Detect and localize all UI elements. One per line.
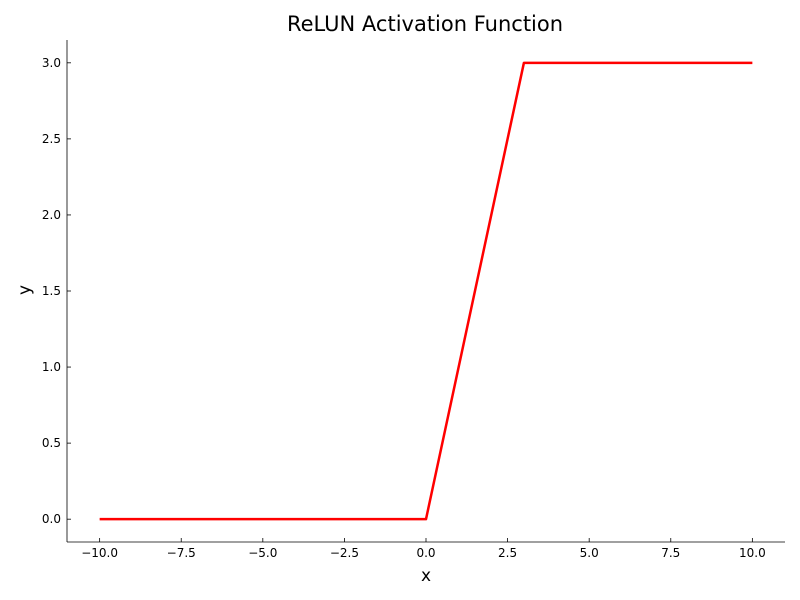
plot-area	[99, 61, 753, 521]
y-tick-label: 1.0	[42, 360, 61, 374]
x-tick-label: −2.5	[330, 546, 359, 560]
x-tick-label: 2.5	[498, 546, 517, 560]
y-axis-label: y	[15, 285, 35, 295]
x-axis-label: x	[421, 566, 431, 586]
series-line	[99, 61, 753, 521]
y-tick-label: 2.5	[42, 132, 61, 146]
x-tick-label: 5.0	[580, 546, 599, 560]
chart-title: ReLUN Activation Function	[287, 12, 563, 36]
x-tick-label: −5.0	[248, 546, 277, 560]
x-tick-label: 10.0	[739, 546, 766, 560]
x-axis-ticks: −10.0 −7.5 −5.0 −2.5 0.0 2.5 5.0 7.5 10.0	[81, 538, 766, 560]
y-tick-label: 1.5	[42, 284, 61, 298]
x-tick-label: 0.0	[416, 546, 435, 560]
y-axis-ticks: 0.0 0.5 1.0 1.5 2.0 2.5 3.0	[42, 56, 71, 526]
x-tick-label: −10.0	[81, 546, 118, 560]
y-tick-label: 0.0	[42, 512, 61, 526]
x-tick-label: −7.5	[167, 546, 196, 560]
x-tick-label: 7.5	[661, 546, 680, 560]
axes	[66, 40, 785, 543]
y-tick-label: 2.0	[42, 208, 61, 222]
y-tick-label: 0.5	[42, 436, 61, 450]
y-tick-label: 3.0	[42, 56, 61, 70]
